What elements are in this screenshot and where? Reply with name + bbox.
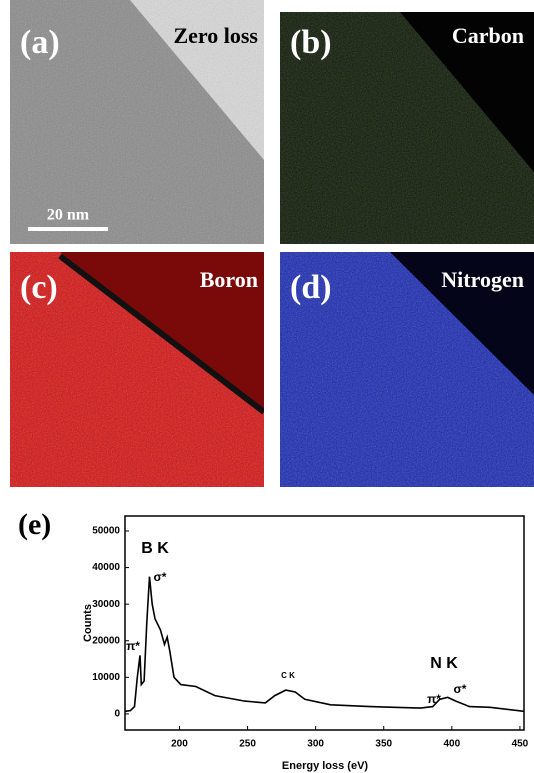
panel-label: (b): [290, 24, 332, 61]
y-tick-label: 30000: [92, 599, 120, 610]
y-tick-label: 50000: [92, 526, 120, 537]
annotation: N K: [430, 655, 458, 672]
y-tick-label: 40000: [92, 562, 120, 573]
panel-label: (c): [20, 269, 58, 306]
annotation: σ*: [454, 682, 467, 696]
annotation: π*: [427, 692, 441, 706]
x-tick-label: 250: [239, 739, 256, 750]
x-tick-label: 300: [307, 739, 324, 750]
scale-bar-label: 20 nm: [47, 207, 90, 224]
spectrum-line: [124, 576, 525, 713]
x-axis-label: Energy loss (eV): [282, 760, 369, 772]
x-tick-label: 350: [375, 739, 392, 750]
annotation: π*: [126, 639, 140, 653]
x-tick-label: 400: [443, 739, 460, 750]
panel-title: Boron: [200, 267, 258, 292]
plot-frame: [124, 515, 525, 731]
panel-label: (e): [18, 508, 51, 541]
panel-label: (a): [20, 24, 60, 61]
panel-title: Nitrogen: [441, 267, 524, 292]
annotation: B K: [141, 540, 169, 557]
panel-label: (d): [290, 269, 332, 306]
panel-image: [10, 252, 264, 487]
annotation: σ*: [154, 570, 167, 584]
panel-image: [280, 252, 534, 487]
panel-image: [10, 0, 264, 244]
y-tick-label: 20000: [92, 635, 120, 646]
x-tick-label: 450: [512, 739, 529, 750]
annotation: C K: [281, 671, 295, 680]
panel-image: [280, 12, 534, 244]
y-axis-label: Counts: [82, 604, 94, 642]
panel-title: Zero loss: [173, 23, 258, 48]
panel-title: Carbon: [452, 23, 524, 48]
y-tick-label: 0: [114, 709, 120, 720]
x-tick-label: 200: [171, 739, 188, 750]
y-tick-label: 10000: [92, 672, 120, 683]
scale-bar: [28, 227, 108, 231]
